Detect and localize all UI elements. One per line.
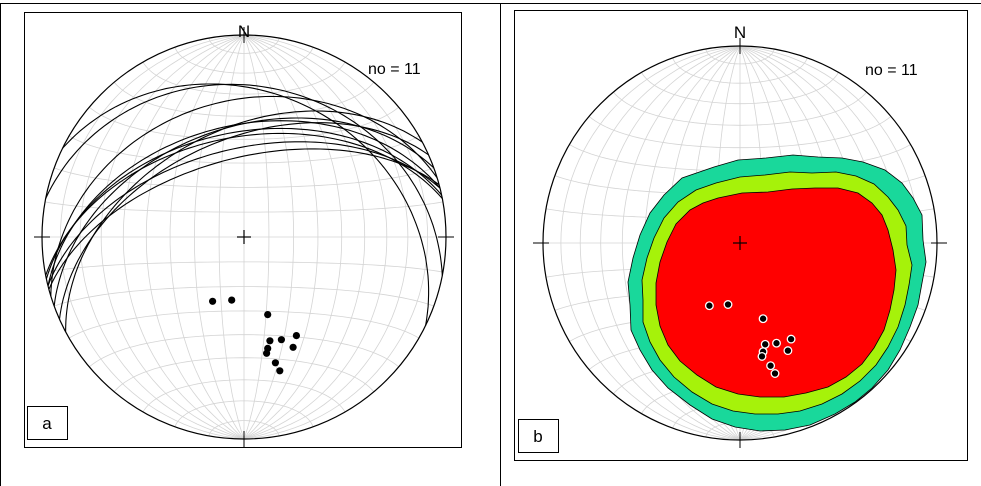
table-frame bbox=[0, 3, 981, 486]
pole-point bbox=[264, 311, 272, 319]
pole-point bbox=[276, 367, 284, 375]
pole-point bbox=[289, 343, 297, 351]
pole-point bbox=[772, 338, 781, 348]
pole-point bbox=[760, 339, 770, 349]
great-circle-plane bbox=[45, 132, 443, 276]
great-circle-plane bbox=[45, 83, 443, 276]
panel-b-density-contours bbox=[627, 154, 927, 432]
panel-a-great-circles bbox=[45, 83, 443, 332]
pole-point bbox=[770, 369, 780, 378]
panel-a-letter-box bbox=[27, 406, 68, 440]
panel-b-letter: b bbox=[533, 427, 542, 446]
panel-b-tick-marks bbox=[533, 38, 947, 448]
panel-a-count-label: no = 11 bbox=[368, 61, 421, 78]
great-circle-plane bbox=[47, 120, 441, 287]
great-circle-plane bbox=[50, 95, 438, 297]
panel-b: N no = 11 b bbox=[514, 10, 968, 461]
contour-inner-band bbox=[655, 187, 897, 398]
pole-point bbox=[271, 359, 279, 367]
panel-a-letter: a bbox=[42, 414, 52, 433]
pole-point bbox=[723, 300, 733, 309]
panel-a-border bbox=[24, 12, 462, 448]
great-circle-plane bbox=[48, 148, 440, 290]
panel-a: N no = 11 a bbox=[24, 12, 462, 448]
panel-b-border bbox=[514, 10, 968, 461]
panel-b-north-label: N bbox=[734, 23, 746, 42]
pole-point bbox=[292, 332, 300, 340]
pole-point bbox=[263, 349, 271, 357]
pole-point bbox=[228, 296, 236, 304]
great-circle-plane bbox=[58, 122, 429, 320]
panel-a-north-label: N bbox=[238, 22, 250, 41]
pole-point bbox=[704, 301, 714, 311]
panel-b-count-label: no = 11 bbox=[865, 62, 918, 79]
panel-b-letter-box bbox=[518, 419, 559, 453]
panel-a-poles bbox=[209, 296, 300, 375]
panel-b-center-cross bbox=[733, 236, 747, 250]
pole-point bbox=[209, 297, 217, 305]
pole-point bbox=[758, 314, 768, 324]
pole-point bbox=[757, 351, 767, 361]
great-circle-plane bbox=[45, 127, 443, 280]
pole-point bbox=[783, 346, 793, 356]
great-circle-plane bbox=[61, 83, 430, 326]
panel-a-center-cross bbox=[237, 230, 251, 244]
great-circle-plane bbox=[47, 141, 441, 287]
pole-point bbox=[786, 334, 796, 344]
panel-a-tick-marks bbox=[34, 27, 454, 447]
pole-point bbox=[766, 361, 776, 371]
pole-point bbox=[266, 337, 274, 345]
panel-b-poles bbox=[704, 300, 796, 378]
pole-point bbox=[277, 336, 285, 344]
